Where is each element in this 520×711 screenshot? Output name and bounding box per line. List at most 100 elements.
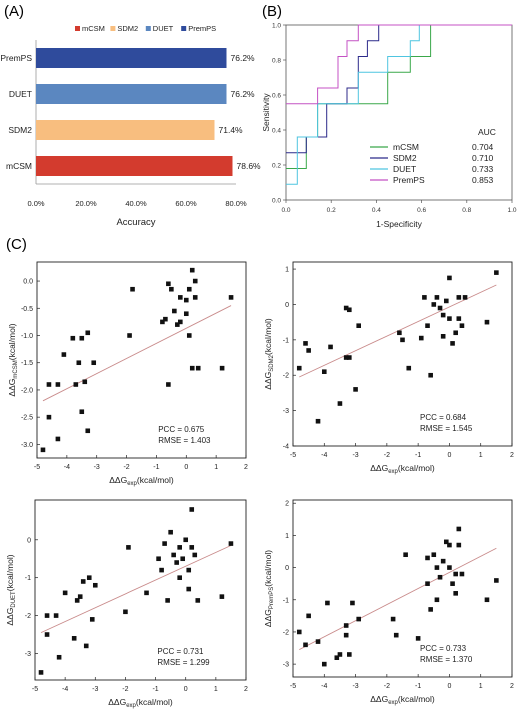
y-tick-label: -1.0 (21, 333, 33, 340)
data-point (171, 552, 176, 558)
data-point (228, 541, 234, 546)
x-tick-label: 0.6 (417, 207, 426, 214)
y-tick-label: -3.0 (21, 442, 33, 449)
data-point (494, 578, 499, 583)
y-tick-label: -4 (283, 444, 289, 451)
data-point (127, 333, 132, 338)
data-point (166, 382, 171, 387)
data-point (434, 597, 440, 603)
data-point (91, 360, 97, 366)
stat-label: RMSE = 1.370 (420, 655, 473, 664)
data-point (53, 613, 59, 618)
data-point (74, 598, 80, 603)
data-point (130, 286, 135, 292)
data-point (337, 401, 343, 406)
data-point (73, 382, 79, 387)
data-point (80, 579, 86, 584)
data-point (183, 311, 189, 317)
data-point (79, 409, 85, 415)
data-point (459, 323, 465, 328)
data-point (180, 556, 185, 562)
stat-label: RMSE = 1.545 (420, 424, 473, 433)
data-point (44, 632, 50, 637)
data-point (160, 319, 165, 325)
data-point (40, 447, 46, 453)
data-point (343, 355, 349, 360)
legend-label: SDM2 (117, 24, 138, 33)
data-point (44, 613, 50, 618)
legend-label: DUET (393, 164, 416, 174)
data-point (456, 526, 462, 532)
y-tick-label: -3 (283, 408, 289, 415)
y-tick-label: 1 (285, 533, 289, 540)
y-tick-label: 0 (285, 302, 289, 309)
data-point (456, 295, 462, 300)
y-tick-label: -0.5 (21, 306, 33, 313)
data-point (434, 295, 440, 300)
legend-swatch (181, 26, 187, 31)
y-tick-label: -2.0 (21, 387, 33, 394)
data-point (228, 295, 234, 300)
data-point (440, 558, 446, 564)
roc-curve (286, 24, 512, 105)
stat-label: PCC = 0.684 (420, 413, 467, 422)
x-tick-label: -4 (62, 686, 68, 693)
data-point (144, 590, 149, 596)
data-point (56, 654, 62, 660)
value-label: 71.4% (219, 125, 244, 135)
data-point (82, 379, 88, 385)
data-point (189, 507, 195, 512)
x-tick-label: 60.0% (175, 199, 197, 208)
data-point (450, 581, 455, 586)
x-tick-label: -5 (32, 686, 38, 693)
legend-label: mCSM (393, 142, 419, 152)
plot-frame (34, 499, 247, 681)
y-tick-label: 0.4 (272, 128, 281, 135)
y-axis-title: ΔΔGSDM2(kcal/mol) (263, 318, 275, 390)
data-point (406, 365, 412, 371)
data-point (347, 355, 352, 360)
x-tick-label: 80.0% (225, 199, 247, 208)
data-point (192, 552, 198, 558)
x-tick-label: -3 (352, 683, 358, 690)
data-point (353, 387, 358, 392)
data-point (195, 365, 201, 371)
x-tick-label: 0 (184, 464, 188, 471)
data-point (397, 330, 402, 336)
y-tick-label: 0.0 (23, 279, 33, 286)
panel-label-c: (C) (6, 236, 27, 253)
x-tick-label: 1 (479, 683, 483, 690)
legend-label: DUET (153, 24, 174, 33)
data-point (186, 286, 192, 292)
bar (36, 84, 227, 104)
panel-label-a: (A) (4, 3, 24, 20)
data-point (166, 281, 171, 287)
data-point (79, 335, 85, 341)
y-tick-label: 1.0 (272, 23, 281, 30)
data-point (306, 348, 311, 353)
data-point (55, 436, 61, 442)
y-tick-label: -1.5 (21, 360, 33, 367)
x-axis-title: ΔΔGexp(kcal/mol) (108, 697, 173, 709)
data-point (456, 542, 462, 548)
data-point (296, 629, 302, 635)
data-point (494, 270, 499, 275)
legend-label: PremPS (188, 24, 216, 33)
data-point (393, 632, 399, 638)
data-point (431, 302, 437, 307)
x-axis-title: ΔΔGexp(kcal/mol) (370, 463, 435, 475)
data-point (189, 267, 195, 273)
x-tick-label: 1 (214, 464, 218, 471)
panel-a-bar-chart: mCSM SDM2 DUET PremPS PremPS 76.2% DUET 76.2% SD… (0, 24, 261, 228)
data-point (38, 670, 44, 675)
x-tick-label: -4 (64, 464, 70, 471)
value-label: 76.2% (231, 89, 256, 99)
data-point (189, 545, 195, 550)
x-tick-label: 0 (447, 683, 451, 690)
data-point (453, 591, 458, 596)
y-tick-label: -1 (25, 575, 31, 582)
data-point (343, 632, 349, 638)
data-point (484, 319, 490, 325)
x-tick-label: -5 (34, 464, 40, 471)
x-tick-label: -4 (321, 683, 327, 690)
